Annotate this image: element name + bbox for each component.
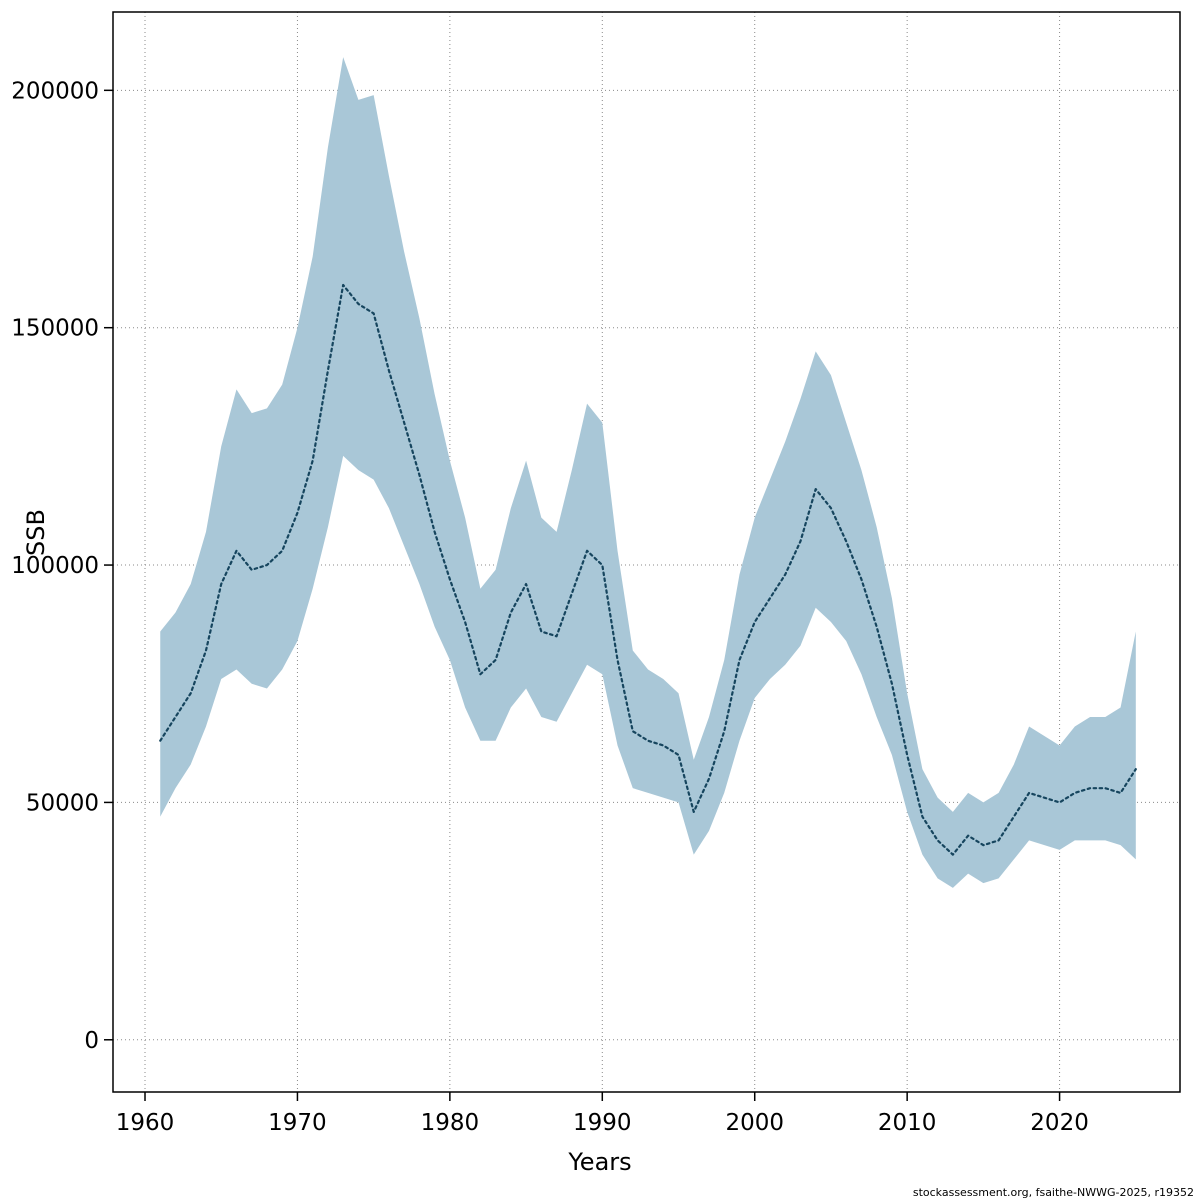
y-axis-title: SSB: [22, 509, 50, 556]
y-tick-label: 150000: [11, 316, 99, 342]
confidence-band: [160, 57, 1136, 888]
plot-border: [112, 11, 1181, 1093]
x-tick-label: 1990: [573, 1110, 632, 1136]
x-tick-label: 2000: [725, 1110, 784, 1136]
y-tick-label: 200000: [11, 78, 99, 104]
x-tick-label: 2010: [878, 1110, 937, 1136]
ssb-estimate-line: [159, 283, 1137, 856]
y-tick-label: 100000: [11, 553, 99, 579]
x-tick-label: 1970: [268, 1110, 327, 1136]
y-tick-label: 50000: [26, 790, 99, 816]
footer-attribution: stockassessment.org, fsaithe-NWWG-2025, …: [912, 1186, 1194, 1199]
y-tick-label: 0: [84, 1028, 99, 1054]
x-tick-label: 1960: [116, 1110, 175, 1136]
x-tick-label: 2020: [1030, 1110, 1089, 1136]
x-axis-title: Years: [568, 1148, 632, 1176]
x-tick-label: 1980: [421, 1110, 480, 1136]
